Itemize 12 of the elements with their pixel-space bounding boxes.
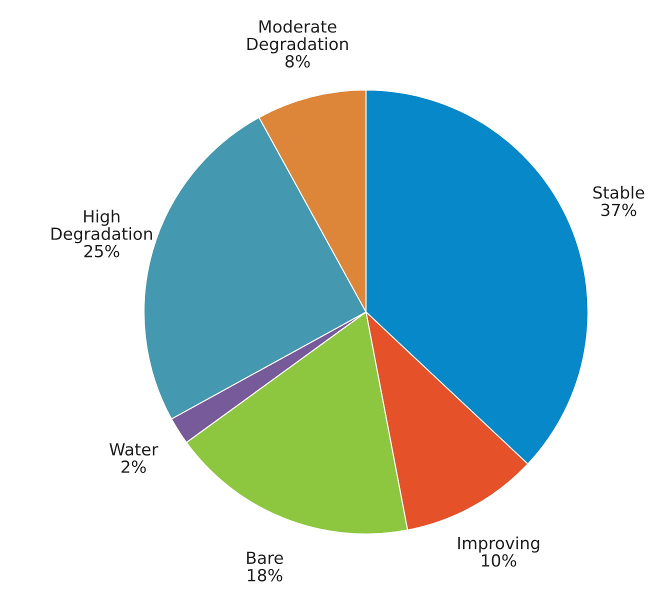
data-label: 2% bbox=[122, 460, 146, 474]
slice-label: Bare bbox=[247, 552, 283, 564]
data-label: 10% bbox=[482, 554, 516, 567]
data-label: 18% bbox=[248, 568, 282, 582]
data-label: 25% bbox=[84, 244, 120, 258]
slice-label: Improving bbox=[458, 536, 540, 553]
slice-label: Moderate Degradation bbox=[247, 20, 348, 54]
data-label: 8% bbox=[285, 54, 310, 68]
slice-label: Stable bbox=[593, 186, 644, 199]
slice-label: Water bbox=[109, 443, 158, 456]
slice-label: High Degradation bbox=[52, 210, 152, 244]
data-label: 37% bbox=[601, 204, 636, 216]
